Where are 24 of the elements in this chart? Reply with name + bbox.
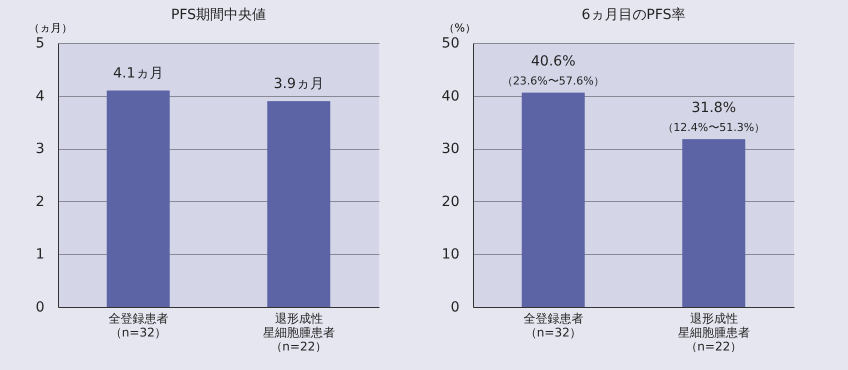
chart-title: 6ヵ月目のPFS率 <box>581 7 686 23</box>
y-tick-label: 20 <box>442 194 460 210</box>
x-tick-label: 全登録患者（n=32） <box>523 312 584 340</box>
annotation: （23.6%〜57.6%） <box>502 74 605 88</box>
y-tick-label: 2 <box>36 194 44 210</box>
y-tick-label: 10 <box>442 246 460 263</box>
chart-title: PFS期間中央値 <box>170 7 266 23</box>
y-axis-title: （%） <box>444 22 476 34</box>
y-tick-label: 0 <box>36 300 44 316</box>
data-label: 3.9ヵ月 <box>274 76 324 92</box>
y-tick-label: 5 <box>36 36 44 52</box>
y-tick-label: 30 <box>442 141 460 158</box>
y-tick-label: 3 <box>36 141 44 158</box>
y-tick-label: 4 <box>36 88 45 104</box>
data-label: 4.1ヵ月 <box>113 66 164 82</box>
data-label: 40.6% <box>531 54 576 70</box>
y-tick-label: 0 <box>450 300 460 316</box>
y-tick-label: 40 <box>442 88 460 104</box>
y-axis-title: （ヵ月） <box>28 22 72 34</box>
y-tick-label: 1 <box>36 246 44 263</box>
annotation: （12.4%〜51.3%） <box>662 121 766 134</box>
x-tick-label: 全登録患者（n=32） <box>108 312 168 340</box>
y-tick-label: 50 <box>442 36 460 52</box>
data-label: 31.8% <box>692 100 736 116</box>
